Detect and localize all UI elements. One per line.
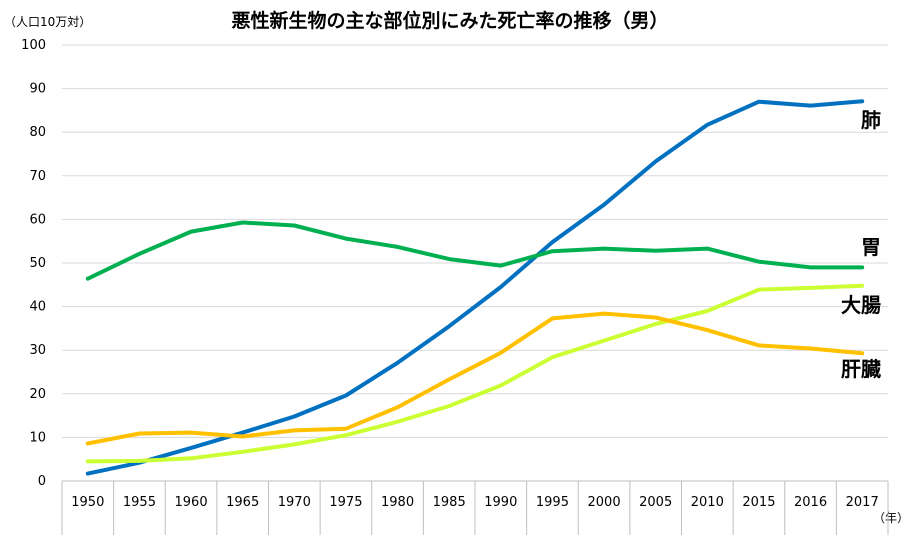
y-tick-label: 0 xyxy=(38,474,46,489)
y-tick-label: 100 xyxy=(21,38,46,53)
y-tick-label: 50 xyxy=(29,256,46,271)
x-tick-label: 1990 xyxy=(484,495,517,510)
x-tick-label: 2017 xyxy=(846,495,879,510)
y-tick-label: 20 xyxy=(29,387,46,402)
x-tick-label: 1995 xyxy=(536,495,569,510)
x-tick-label: 1970 xyxy=(278,495,311,510)
x-tick-label: 1975 xyxy=(329,495,362,510)
x-tick-label: 1960 xyxy=(175,495,208,510)
chart-title: 悪性新生物の主な部位別にみた死亡率の推移（男） xyxy=(231,9,668,32)
x-tick-label: 2010 xyxy=(691,495,724,510)
y-tick-label: 10 xyxy=(29,430,46,445)
y-tick-label: 90 xyxy=(29,82,46,97)
x-tick-label: 1950 xyxy=(71,495,104,510)
series-label: 肺 xyxy=(861,108,881,132)
series-label: 胃 xyxy=(861,235,881,259)
series-line-3 xyxy=(85,283,865,464)
x-tick-label: 2015 xyxy=(742,495,775,510)
series-label: 肝臓 xyxy=(841,357,881,381)
x-tick-label: 1980 xyxy=(381,495,414,510)
y-tick-label: 60 xyxy=(29,212,46,227)
y-tick-label: 80 xyxy=(29,125,46,140)
series-line-4 xyxy=(85,311,865,446)
y-tick-label: 40 xyxy=(29,300,46,315)
x-tick-label: 1965 xyxy=(226,495,259,510)
x-tick-label: 1955 xyxy=(123,495,156,510)
x-tick-label: 2000 xyxy=(588,495,621,510)
x-tick-label: 2016 xyxy=(794,495,827,510)
y-tick-label: 30 xyxy=(29,343,46,358)
x-tick-label: 2005 xyxy=(639,495,672,510)
y-axis-unit-label: （人口10万対） xyxy=(4,15,91,29)
y-tick-label: 70 xyxy=(29,169,46,184)
series-line-2 xyxy=(85,220,865,281)
series-line-1 xyxy=(85,99,865,476)
series-label: 大腸 xyxy=(841,293,881,317)
x-axis-unit-label: （年） xyxy=(873,511,905,525)
x-tick-label: 1985 xyxy=(433,495,466,510)
